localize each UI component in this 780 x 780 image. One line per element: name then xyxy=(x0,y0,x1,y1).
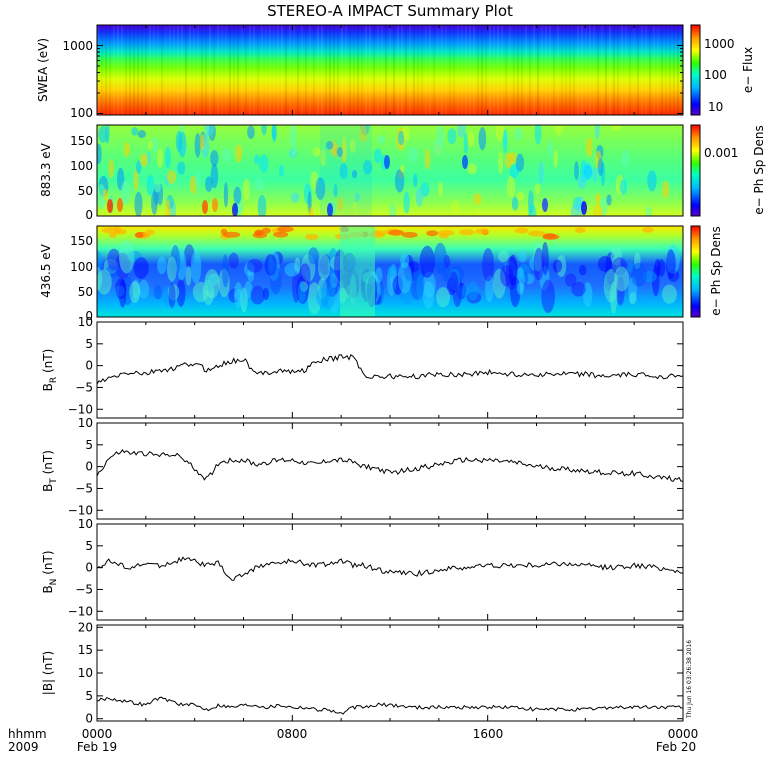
bt-ytick: −10 xyxy=(68,503,93,517)
plot-title: STEREO-A IMPACT Summary Plot xyxy=(267,2,513,20)
swea-cb-tick-100: 100 xyxy=(704,68,727,82)
bmag-panel: 0 5 10 15 20 |B| (nT) xyxy=(41,620,684,726)
pad883-panel: 883.3 eV 150 100 50 0 0.001 e− Ph Sp Den… xyxy=(39,124,766,222)
br-frame xyxy=(96,321,684,419)
bn-ytick: −10 xyxy=(68,604,93,618)
swea-panel: SWEA (eV) 1000 100 1000 100 10 e− Flux xyxy=(36,24,755,317)
bn-series-line xyxy=(96,556,684,581)
bt-series-line xyxy=(96,449,684,482)
x-tick-3-time: 0000 xyxy=(668,727,699,741)
br-panel: −10 −5 0 5 10 BR (nT) xyxy=(41,315,684,419)
pad436-colorbar xyxy=(690,225,701,318)
pad883-ytick-0: 0 xyxy=(85,208,93,222)
pad883-ytick-50: 50 xyxy=(78,184,93,198)
bt-ytick: 0 xyxy=(85,460,93,474)
br-ytick: −10 xyxy=(68,402,93,416)
bn-ytick: 5 xyxy=(85,539,93,553)
bt-ylabel: BT (nT) xyxy=(41,450,59,492)
x-tick-3-date: Feb 20 xyxy=(656,740,696,754)
swea-colorbar xyxy=(690,24,701,116)
pad436-texture xyxy=(97,226,680,317)
pad883-cb-tick: 0.001 xyxy=(704,146,738,160)
bn-ytick: −5 xyxy=(75,582,93,596)
bt-panel: −10 −5 0 5 10 BT (nT) xyxy=(41,416,684,520)
pad436-cb-label: e− Ph Sp Dens xyxy=(709,226,723,315)
swea-cb-tick-1000: 1000 xyxy=(704,37,735,51)
swea-cb-label: e− Flux xyxy=(741,47,755,93)
x-tick-2-time: 1600 xyxy=(473,727,504,741)
bt-ytick: 10 xyxy=(78,416,93,430)
timestamp-stamp: Thu Jun 16 03:26:38 2016 xyxy=(686,640,693,719)
bt-ytick: 5 xyxy=(85,438,93,452)
pad883-ylabel: 883.3 eV xyxy=(39,142,53,197)
bmag-ylabel: |B| (nT) xyxy=(41,651,55,695)
bn-panel: −10 −5 0 5 10 BN (nT) xyxy=(41,517,684,621)
x-tick-1-time: 0800 xyxy=(277,727,308,741)
bn-frame xyxy=(96,523,684,621)
bmag-ytick: 20 xyxy=(78,620,93,634)
br-ylabel: BR (nT) xyxy=(41,349,59,392)
swea-ytick-100: 100 xyxy=(70,106,93,120)
pad436-ytick-50: 50 xyxy=(78,285,93,299)
pad436-panel: 436.5 eV 150 100 50 0 e− Ph Sp Dens xyxy=(39,225,723,323)
x-corner-year: 2009 xyxy=(8,740,39,754)
br-ytick: 5 xyxy=(85,337,93,351)
pad883-cb-label: e− Ph Sp Dens xyxy=(752,125,766,214)
bmag-frame xyxy=(96,624,684,722)
bmag-ytick: 15 xyxy=(78,643,93,657)
swea-spectrogram xyxy=(97,25,683,115)
x-corner-hhmm: hhmm xyxy=(8,727,47,741)
swea-texture xyxy=(97,25,683,115)
bn-ytick: 0 xyxy=(85,561,93,575)
bn-ylabel: BN (nT) xyxy=(41,550,59,593)
x-tick-0-date: Feb 19 xyxy=(77,740,117,754)
br-ytick: 10 xyxy=(78,315,93,329)
pad883-colorbar xyxy=(690,124,701,217)
swea-ytick-1000: 1000 xyxy=(62,39,93,53)
pad883-ytick-150: 150 xyxy=(70,134,93,148)
pad436-ylabel: 436.5 eV xyxy=(39,243,53,298)
pad436-ytick-100: 100 xyxy=(70,260,93,274)
pad883-ytick-100: 100 xyxy=(70,159,93,173)
pad436-spectrogram xyxy=(97,226,683,317)
bmag-series-line xyxy=(97,696,684,715)
bmag-ytick: 10 xyxy=(78,666,93,680)
br-ytick: 0 xyxy=(85,359,93,373)
x-tick-0-time: 0000 xyxy=(82,727,113,741)
bt-ytick: −5 xyxy=(75,481,93,495)
br-ytick: −5 xyxy=(75,380,93,394)
swea-ylabel: SWEA (eV) xyxy=(36,38,50,102)
swea-cb-tick-10: 10 xyxy=(708,100,723,114)
bmag-ytick: 5 xyxy=(85,689,93,703)
bmag-ytick: 0 xyxy=(85,712,93,726)
bn-ytick: 10 xyxy=(78,517,93,531)
pad436-ytick-0: 0 xyxy=(85,309,93,323)
pad883-texture xyxy=(97,125,670,216)
pad436-ytick-150: 150 xyxy=(70,234,93,248)
br-series-line xyxy=(96,354,684,385)
